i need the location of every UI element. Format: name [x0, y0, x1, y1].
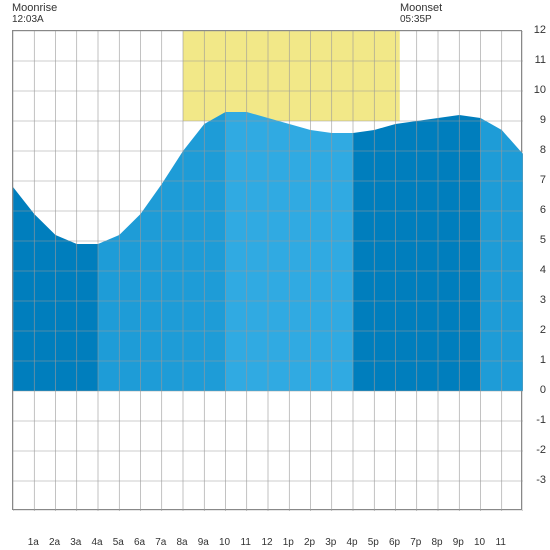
x-tick-label: 8a [176, 537, 187, 548]
y-tick-label: -1 [536, 414, 546, 426]
x-tick-label: 10 [219, 537, 230, 548]
tide-chart: Moonrise 12:03A Moonset 05:35P -3-2-1012… [0, 0, 550, 550]
moonset-header: Moonset 05:35P [400, 2, 442, 25]
y-tick-label: 3 [540, 294, 546, 306]
x-tick-label: 1a [28, 537, 39, 548]
y-tick-label: 11 [535, 54, 546, 66]
y-tick-label: 10 [534, 84, 546, 96]
x-tick-label: 7a [155, 537, 166, 548]
y-tick-label: 8 [540, 144, 546, 156]
y-tick-label: 1 [540, 354, 546, 366]
x-tick-label: 4p [346, 537, 357, 548]
x-tick-label: 8p [431, 537, 442, 548]
x-tick-label: 11 [496, 537, 506, 548]
y-tick-label: -2 [536, 444, 546, 456]
plot-area [12, 30, 522, 510]
x-tick-label: 2a [49, 537, 60, 548]
moonset-label: Moonset [400, 2, 442, 14]
moonrise-header: Moonrise 12:03A [12, 2, 57, 25]
x-tick-label: 9a [198, 537, 209, 548]
y-tick-label: 6 [540, 204, 546, 216]
x-tick-label: 6p [389, 537, 400, 548]
moonrise-label: Moonrise [12, 2, 57, 14]
y-tick-label: 9 [540, 114, 546, 126]
y-tick-label: 7 [540, 174, 546, 186]
x-tick-label: 9p [453, 537, 464, 548]
x-tick-label: 3p [325, 537, 336, 548]
y-tick-label: 0 [540, 384, 546, 396]
x-tick-label: 4a [91, 537, 102, 548]
y-tick-label: -3 [536, 474, 546, 486]
x-tick-label: 2p [304, 537, 315, 548]
x-tick-label: 7p [410, 537, 421, 548]
x-tick-label: 5a [113, 537, 124, 548]
x-tick-label: 6a [134, 537, 145, 548]
y-tick-label: 5 [540, 234, 546, 246]
y-tick-label: 12 [534, 24, 546, 36]
x-tick-label: 12 [261, 537, 272, 548]
x-tick-label: 11 [241, 537, 251, 548]
x-tick-label: 1p [283, 537, 294, 548]
x-tick-label: 3a [70, 537, 81, 548]
y-tick-label: 4 [540, 264, 546, 276]
moonrise-time: 12:03A [12, 14, 57, 25]
moonset-time: 05:35P [400, 14, 442, 25]
x-tick-label: 5p [368, 537, 379, 548]
x-tick-label: 10 [474, 537, 485, 548]
plot-svg [13, 31, 523, 511]
y-tick-label: 2 [540, 324, 546, 336]
